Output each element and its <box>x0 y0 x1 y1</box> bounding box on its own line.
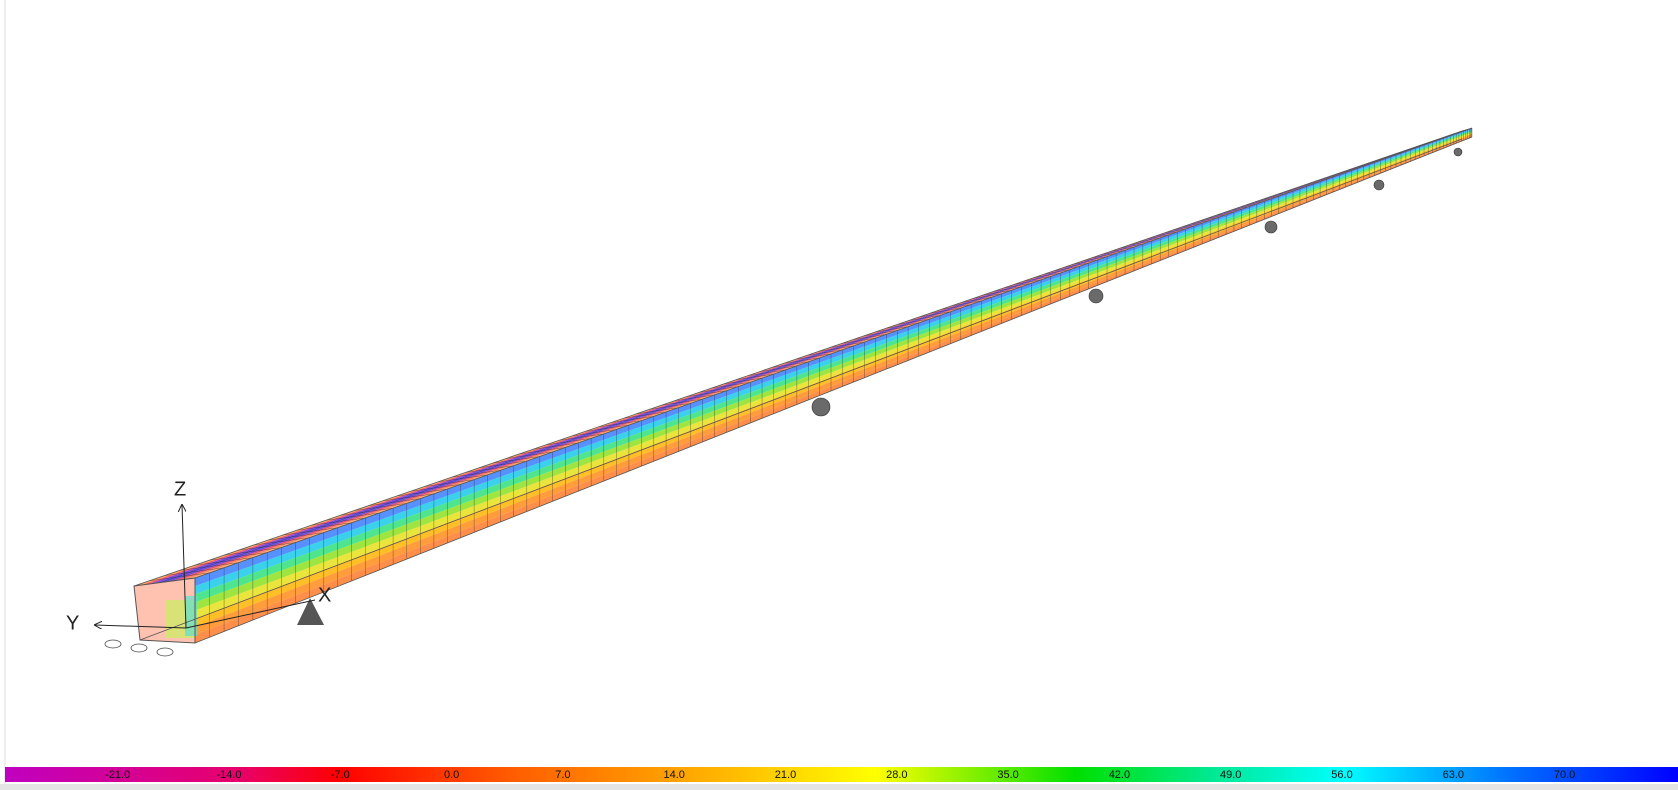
supports <box>297 148 1462 625</box>
page: Z Y X -21.0 -14.0 -7.0 0.0 7.0 14.0 21.0 28.0 35… <box>0 0 1678 790</box>
status-strip <box>0 784 1678 790</box>
legend-label: -7.0 <box>331 769 350 781</box>
side-band <box>195 131 1472 610</box>
legend-label: 49.0 <box>1220 769 1241 781</box>
color-scale <box>5 767 1678 782</box>
x-label: X <box>318 584 331 606</box>
side-band <box>195 135 1472 635</box>
legend-label: 0.0 <box>444 769 459 781</box>
top-band <box>149 130 1466 584</box>
beam-edge <box>134 131 1462 586</box>
legend-label: 70.0 <box>1554 769 1575 781</box>
roller-support <box>1454 148 1462 156</box>
z-label: Z <box>174 478 186 500</box>
beam-model <box>134 128 1472 643</box>
legend-label: -21.0 <box>105 769 130 781</box>
model-view: Z Y X -21.0 -14.0 -7.0 0.0 7.0 14.0 21.0 28.0 35… <box>0 0 1678 790</box>
top-band <box>180 128 1471 580</box>
legend-label: 56.0 <box>1331 769 1352 781</box>
roller-support <box>812 398 830 416</box>
beam-edge <box>195 137 1472 643</box>
beam-edge <box>195 128 1472 578</box>
beam-edge <box>140 139 1462 640</box>
roller-support <box>1374 180 1384 190</box>
top-band <box>165 129 1469 582</box>
top-band <box>172 129 1469 581</box>
legend-label: 7.0 <box>555 769 570 781</box>
legend-label: 63.0 <box>1443 769 1464 781</box>
legend-label: 14.0 <box>663 769 684 781</box>
side-band <box>195 128 1472 586</box>
top-band <box>157 130 1467 584</box>
y-label: Y <box>66 612 79 634</box>
legend-label: 28.0 <box>886 769 907 781</box>
roller-support <box>1089 289 1103 303</box>
legend-label: 35.0 <box>997 769 1018 781</box>
side-band <box>195 133 1472 619</box>
roller-support <box>1265 221 1277 233</box>
side-band <box>195 129 1472 594</box>
legend-label: 42.0 <box>1109 769 1130 781</box>
legend-label: -14.0 <box>216 769 241 781</box>
side-band <box>195 130 1472 602</box>
legend-label: 21.0 <box>775 769 796 781</box>
